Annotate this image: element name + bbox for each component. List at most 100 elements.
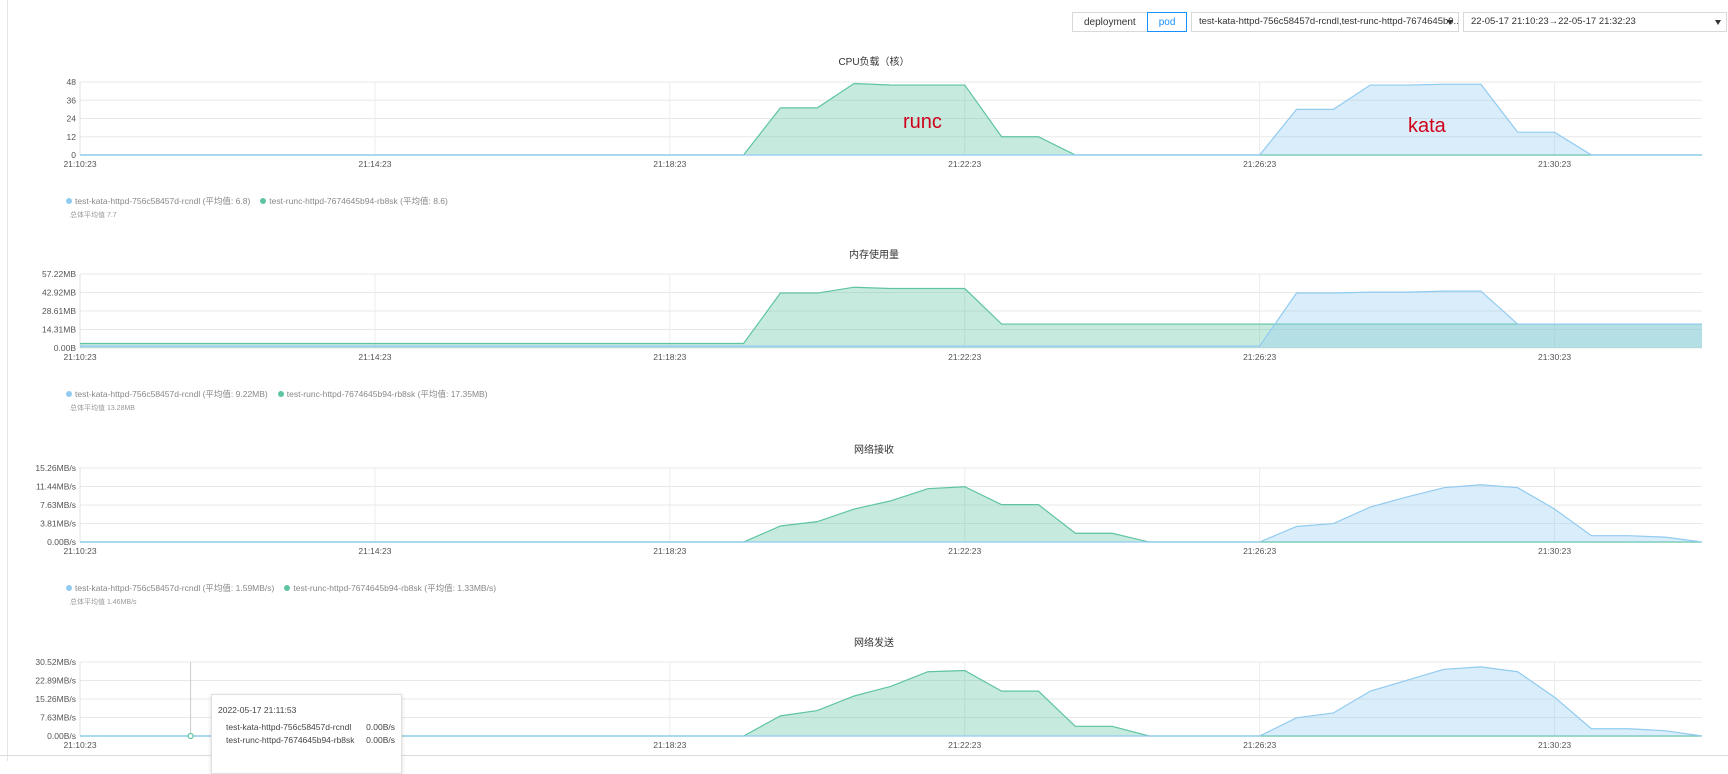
y-tick-label: 36 — [67, 95, 77, 105]
x-tick-label: 21:10:23 — [63, 546, 96, 556]
y-tick-label: 15.26MB/s — [35, 463, 76, 473]
legend-label: test-runc-httpd-7674645b94-rb8sk (平均值: 1… — [286, 389, 488, 399]
y-tick-label: 57.22MB — [42, 269, 76, 279]
pod-button[interactable]: pod — [1146, 12, 1188, 32]
legend-item-kata[interactable]: test-kata-httpd-756c58457d-rcndl (平均值: 6… — [66, 195, 250, 207]
hover-point — [187, 732, 194, 740]
deployment-button[interactable]: deployment — [1072, 12, 1148, 32]
x-tick-label: 21:18:23 — [653, 546, 686, 556]
runc-series-area — [80, 486, 1702, 542]
cpu-chart-title: CPU负载（核） — [838, 57, 910, 68]
runc-series-line — [80, 486, 1702, 543]
pod-select[interactable]: test-kata-httpd-756c58457d-rcndl,test-ru… — [1191, 12, 1459, 32]
tooltip-time: 2022-05-17 21:11:53 — [218, 705, 297, 715]
network-tx-chart-title: 网络发送 — [854, 638, 894, 649]
legend-item-runc[interactable]: test-runc-httpd-7674645b94-rb8sk (平均值: 1… — [277, 388, 488, 400]
tooltip-series-value: 0.00B/s — [366, 722, 395, 732]
x-tick-label: 21:18:23 — [653, 159, 686, 169]
kata-annotation: kata — [1408, 115, 1446, 137]
y-tick-label: 7.63MB/s — [40, 500, 76, 510]
y-tick-label: 0.00B — [54, 343, 77, 353]
time-range-select[interactable]: 22-05-17 21:10:23→22-05-17 21:32:23 — [1463, 12, 1727, 32]
hover-tooltip: 2022-05-17 21:11:53 test-kata-httpd-756c… — [211, 694, 402, 774]
legend-dot-kata — [66, 585, 72, 591]
y-tick-label: 11.44MB/s — [36, 482, 76, 492]
x-tick-label: 21:26:23 — [1243, 159, 1276, 169]
x-tick-label: 21:14:23 — [358, 352, 391, 362]
network-rx-chart: 0.00B/s 3.81MB/s 7.63MB/s 11.44MB/s 15.26MB/… — [35, 463, 1703, 556]
y-tick-label: 0 — [71, 150, 76, 160]
x-tick-label: 21:14:23 — [358, 546, 391, 556]
x-tick-label: 21:10:23 — [63, 352, 96, 362]
legend-label: test-kata-httpd-756c58457d-rcndl (平均值: 9… — [75, 389, 268, 399]
kata-series-line — [80, 290, 1702, 347]
kata-series-area — [80, 291, 1702, 348]
y-tick-label: 30.52MB/s — [35, 657, 76, 667]
y-tick-label: 42.92MB — [42, 288, 76, 298]
x-tick-label: 21:30:23 — [1538, 546, 1571, 556]
network-rx-overall-average: 总体平均值 1.46MB/s — [70, 599, 137, 606]
chevron-down-icon — [1447, 20, 1453, 25]
runc-series-line — [80, 669, 1702, 737]
y-tick-label: 7.63MB/s — [40, 713, 76, 723]
y-tick-label: 48 — [67, 77, 77, 87]
legend-dot-kata — [66, 198, 72, 204]
tooltip-series-name: test-runc-httpd-7674645b94-rb8sk — [226, 735, 355, 745]
pod-select-value: test-kata-httpd-756c58457d-rcndl,test-ru… — [1199, 16, 1459, 27]
x-tick-label: 21:22:23 — [948, 159, 981, 169]
x-tick-label: 21:22:23 — [948, 740, 981, 750]
x-tick-label: 21:26:23 — [1243, 546, 1276, 556]
x-tick-label: 21:26:23 — [1243, 740, 1276, 750]
chevron-down-icon — [1715, 20, 1721, 25]
y-tick-label: 0.00B/s — [47, 537, 76, 547]
memory-chart: 0.00B 14.31MB 28.61MB 42.92MB 57.22MB 21:10:2… — [42, 269, 1702, 362]
kata-series-area — [80, 666, 1702, 736]
y-tick-label: 14.31MB — [42, 325, 76, 335]
x-tick-label: 21:18:23 — [653, 352, 686, 362]
legend-label: test-runc-httpd-7674645b94-rb8sk (平均值: 1… — [293, 583, 497, 593]
legend-dot-kata — [66, 391, 72, 397]
y-tick-label: 22.89MB/s — [35, 676, 76, 686]
tooltip-row-kata: test-kata-httpd-756c58457d-rcndl 0.00B/s — [226, 722, 395, 732]
network-rx-chart-title: 网络接收 — [854, 445, 894, 456]
bottom-border — [0, 755, 1728, 756]
x-tick-label: 21:14:23 — [358, 159, 391, 169]
legend-label: test-kata-httpd-756c58457d-rcndl (平均值: 6… — [75, 196, 251, 206]
y-tick-label: 12 — [67, 132, 77, 142]
x-tick-label: 21:26:23 — [1243, 352, 1276, 362]
legend-label: test-kata-httpd-756c58457d-rcndl (平均值: 1… — [75, 583, 275, 593]
kata-series-area — [80, 84, 1702, 155]
runc-series-area — [80, 83, 1702, 155]
kata-series-area — [80, 484, 1702, 542]
legend-item-kata[interactable]: test-kata-httpd-756c58457d-rcndl (平均值: 1… — [66, 582, 274, 594]
x-tick-label: 21:22:23 — [948, 546, 981, 556]
legend-item-runc[interactable]: test-runc-httpd-7674645b94-rb8sk (平均值: 1… — [284, 582, 496, 594]
tooltip-row-runc: test-runc-httpd-7674645b94-rb8sk 0.00B/s — [226, 735, 395, 745]
x-tick-label: 21:10:23 — [63, 159, 96, 169]
legend-item-kata[interactable]: test-kata-httpd-756c58457d-rcndl (平均值: 9… — [66, 388, 268, 400]
y-tick-label: 15.26MB/s — [35, 694, 76, 704]
y-tick-label: 28.61MB — [42, 306, 76, 316]
legend-dot-runc — [284, 585, 291, 591]
runc-series-line — [80, 82, 1702, 156]
runc-series-area — [80, 670, 1702, 736]
runc-annotation: runc — [903, 111, 942, 133]
y-tick-label: 3.81MB/s — [40, 519, 76, 529]
left-border — [7, 0, 8, 761]
memory-overall-average: 总体平均值 13.28MB — [70, 405, 135, 412]
legend-label: test-runc-httpd-7674645b94-rb8sk (平均值: 8… — [269, 196, 448, 206]
legend-item-runc[interactable]: test-runc-httpd-7674645b94-rb8sk (平均值: 8… — [260, 195, 448, 207]
tooltip-series-value: 0.00B/s — [366, 735, 395, 745]
network-rx-legend: test-kata-httpd-756c58457d-rcndl (平均值: 1… — [66, 582, 496, 594]
kata-series-line — [80, 484, 1703, 543]
memory-chart-title: 内存使用量 — [849, 250, 899, 261]
tooltip-series-name: test-kata-httpd-756c58457d-rcndl — [226, 722, 352, 732]
legend-dot-runc — [260, 198, 267, 204]
cpu-chart: 0 12 24 36 48 21:10:23 21:14:23 21:18:23 21:22:2… — [63, 77, 1702, 169]
kata-series-line — [80, 83, 1702, 156]
view-mode-toggle: deployment pod — [1072, 12, 1188, 32]
runc-series-line — [80, 286, 1702, 345]
y-tick-label: 24 — [67, 114, 77, 124]
time-range-value: 22-05-17 21:10:23→22-05-17 21:32:23 — [1471, 16, 1636, 27]
